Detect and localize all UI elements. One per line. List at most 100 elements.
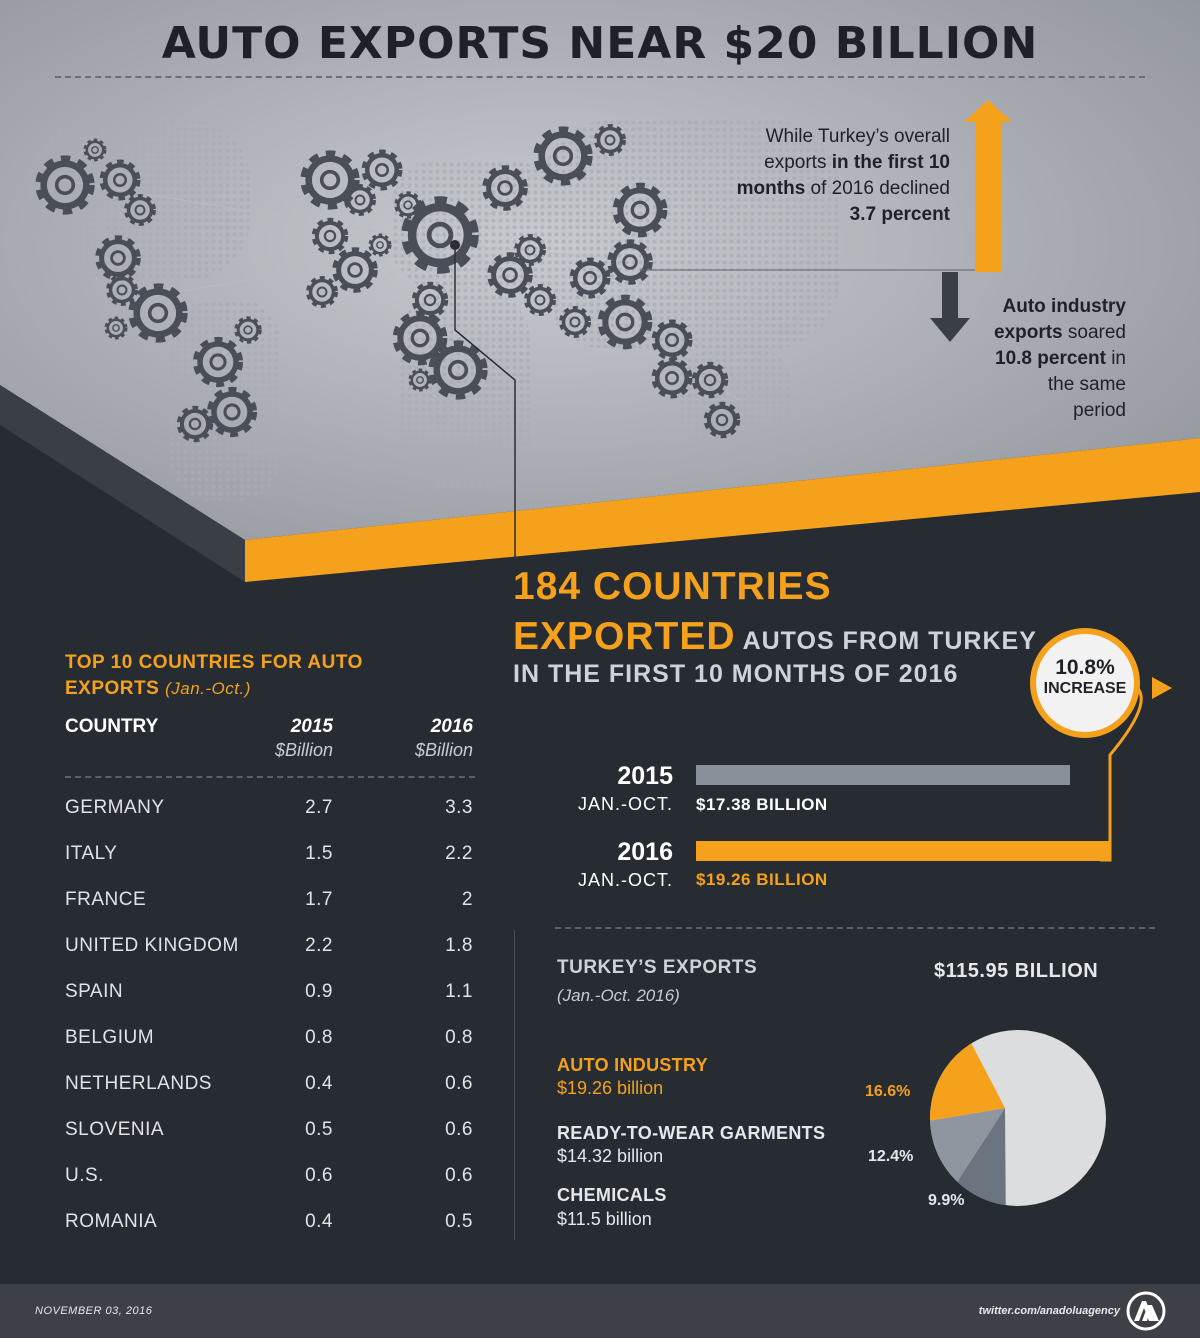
table-row: BELGIUM 0.8 0.8 xyxy=(65,1027,475,1057)
cell-2015: 1.5 xyxy=(305,843,333,864)
badge-label: INCREASE xyxy=(1043,680,1127,697)
note-bold: months xyxy=(736,178,806,199)
gear-icon xyxy=(524,284,556,316)
cell-2016: 2.2 xyxy=(445,843,473,864)
bar-value-label: $17.38 BILLION xyxy=(696,795,828,814)
overall-exports-note: While Turkey’s overall exports in the fi… xyxy=(660,124,950,228)
table-divider xyxy=(65,776,475,778)
gear-icon xyxy=(514,234,546,266)
headline-text: AUTOS FROM TURKEY xyxy=(735,627,1037,655)
page-title: AUTO EXPORTS NEAR $20 BILLION xyxy=(161,18,1039,69)
note-line: exports in the first 10 xyxy=(660,150,950,176)
gear-icon xyxy=(361,149,403,191)
table-row: NETHERLANDS 0.4 0.6 xyxy=(65,1073,475,1103)
bar-period-label: JAN.-OCT. xyxy=(577,794,673,814)
cell-country: SLOVENIA xyxy=(65,1119,165,1140)
pie-slice-garments xyxy=(930,1108,1005,1182)
orange-stripe xyxy=(245,438,1200,582)
column-header-2015: 2015 xyxy=(290,716,333,737)
category-name: CHEMICALS xyxy=(557,1185,667,1205)
table-row: U.S. 0.6 0.6 xyxy=(65,1165,475,1195)
gear-icon xyxy=(533,126,593,186)
gear-icon xyxy=(128,283,188,343)
note-bold: 10.8 percent xyxy=(995,348,1106,369)
cell-2015: 1.7 xyxy=(305,889,333,910)
column-header-2016: 2016 xyxy=(430,716,473,737)
gear-icon xyxy=(401,196,479,274)
cell-country: U.S. xyxy=(65,1165,104,1186)
note-line: 10.8 percent in xyxy=(930,346,1126,372)
table-row: ITALY 1.5 2.2 xyxy=(65,843,475,873)
note-bold: exports xyxy=(993,322,1063,343)
gear-icon xyxy=(597,294,653,350)
headline-line-3: IN THE FIRST 10 MONTHS OF 2016 xyxy=(513,660,959,688)
exports-total: $115.95 BILLION xyxy=(934,960,1099,982)
column-divider xyxy=(514,930,515,1240)
cell-2016: 0.6 xyxy=(445,1073,473,1094)
down-arrow-icon xyxy=(930,272,970,342)
table-title: TOP 10 COUNTRIES FOR AUTO EXPORTS (Jan.-… xyxy=(65,650,445,702)
category-name: READY-TO-WEAR GARMENTS xyxy=(557,1123,826,1143)
note-text: soared xyxy=(1062,322,1126,343)
gear-icon xyxy=(332,247,378,293)
cell-country: GERMANY xyxy=(65,797,165,818)
gear-icon xyxy=(482,165,528,211)
category-name: AUTO INDUSTRY xyxy=(557,1055,708,1075)
gear-icon xyxy=(428,340,488,400)
note-text: of 2016 declined xyxy=(805,178,950,199)
cell-2015: 0.5 xyxy=(305,1119,333,1140)
gear-icon xyxy=(124,194,156,226)
gear-icon xyxy=(300,150,360,210)
table-row: GERMANY 2.7 3.3 xyxy=(65,797,475,827)
cell-2015: 0.4 xyxy=(305,1073,333,1094)
gear-icon xyxy=(306,276,338,308)
up-arrow-icon xyxy=(964,100,1012,272)
gear-icon xyxy=(176,405,214,443)
bar-year-label: 2015 xyxy=(617,762,673,790)
note-line: exports soared xyxy=(930,320,1126,346)
gear-icon xyxy=(594,124,626,156)
category-value: $11.5 billion xyxy=(557,1209,652,1229)
gear-icon xyxy=(99,159,141,201)
cell-2016: 1.1 xyxy=(445,981,473,1002)
cell-2015: 0.9 xyxy=(305,981,333,1002)
gear-icon xyxy=(311,217,349,255)
headline-emphasis: EXPORTED xyxy=(513,615,736,658)
cell-country: NETHERLANDS xyxy=(65,1073,212,1094)
table-title-note: (Jan.-Oct.) xyxy=(165,679,251,698)
column-header-country: COUNTRY xyxy=(65,716,159,737)
pie-chart xyxy=(930,1030,1106,1206)
badge-value: 10.8% xyxy=(1055,656,1115,679)
gear-icon xyxy=(206,386,258,438)
gear-icon xyxy=(392,310,448,366)
aa-logo-icon xyxy=(1126,1291,1166,1331)
pie-label: 12.4% xyxy=(868,1148,914,1165)
gear-icon xyxy=(83,138,107,162)
gear-icon xyxy=(411,281,449,319)
footer-twitter-link[interactable]: twitter.com/anadoluagency xyxy=(978,1305,1120,1317)
gear-icon xyxy=(368,233,392,257)
cell-2015: 0.6 xyxy=(305,1165,333,1186)
column-unit-2016: $Billion xyxy=(414,740,473,760)
headline-line-1: 184 COUNTRIES xyxy=(513,565,832,608)
note-bold: 3.7 percent xyxy=(849,204,950,225)
pie-label: 16.6% xyxy=(865,1083,911,1100)
gear-icon xyxy=(569,257,611,299)
cell-country: BELGIUM xyxy=(65,1027,155,1048)
bar-value-label: $19.26 BILLION xyxy=(696,870,828,889)
cell-2015: 0.4 xyxy=(305,1211,333,1232)
pie-label: 9.9% xyxy=(928,1192,965,1209)
table-row: FRANCE 1.7 2 xyxy=(65,889,475,919)
note-line: the same xyxy=(1047,374,1126,395)
gear-icon xyxy=(691,361,729,399)
cell-2015: 0.8 xyxy=(305,1027,333,1048)
badge-arrow-icon xyxy=(1152,677,1172,699)
cell-2015: 2.2 xyxy=(305,935,333,956)
cell-2016: 0.8 xyxy=(445,1027,473,1048)
gear-icon xyxy=(344,184,376,216)
cell-country: SPAIN xyxy=(65,981,124,1002)
cell-country: ITALY xyxy=(65,843,118,864)
gear-icon xyxy=(104,316,128,340)
cell-2016: 1.8 xyxy=(445,935,473,956)
